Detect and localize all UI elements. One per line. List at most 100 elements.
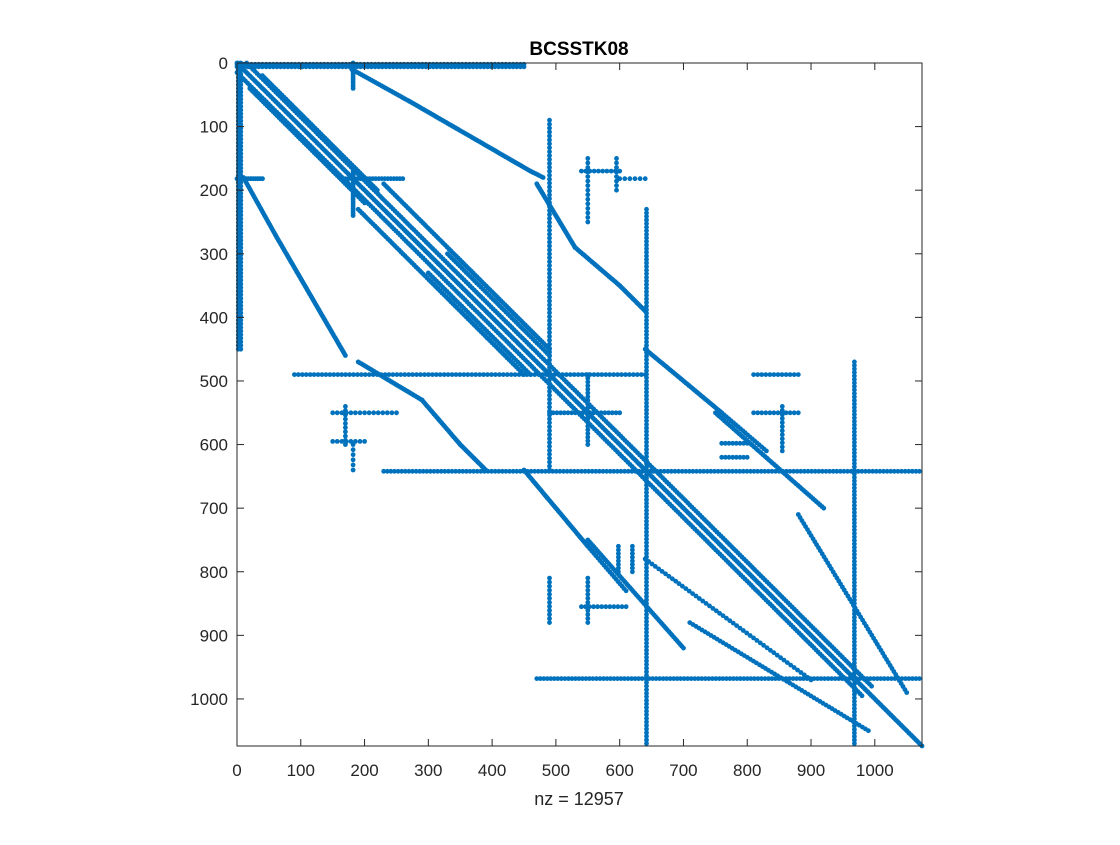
nonzero-marker [238, 306, 244, 312]
nonzero-marker [547, 455, 552, 461]
nonzero-marker [569, 676, 575, 681]
nonzero-marker [634, 372, 640, 377]
nonzero-marker [891, 468, 897, 474]
nonzero-marker [644, 282, 649, 287]
nonzero-marker [537, 676, 543, 681]
nonzero-marker [460, 468, 466, 474]
nonzero-marker [852, 377, 857, 382]
nonzero-marker [550, 468, 556, 474]
nonzero-marker [836, 676, 842, 681]
nonzero-marker [445, 64, 451, 70]
nonzero-marker [547, 400, 552, 406]
nonzero-marker [913, 676, 919, 681]
nonzero-marker [906, 676, 912, 681]
nonzero-marker [585, 401, 591, 407]
nonzero-marker [820, 468, 825, 474]
nonzero-marker [895, 468, 901, 474]
nonzero-marker [673, 578, 679, 584]
nonzero-marker [644, 368, 649, 373]
nonzero-marker [238, 335, 244, 341]
nonzero-marker [627, 176, 633, 182]
nonzero-marker [841, 468, 847, 474]
y-tick-label: 500 [200, 372, 228, 391]
nonzero-marker [602, 410, 608, 416]
nonzero-marker [678, 676, 684, 681]
nonzero-marker [745, 676, 750, 681]
nonzero-marker [303, 372, 309, 377]
nonzero-marker [585, 434, 591, 440]
nonzero-marker [547, 314, 552, 320]
nonzero-marker [702, 676, 708, 681]
nonzero-marker [740, 628, 746, 633]
nonzero-marker [445, 372, 451, 377]
nonzero-marker [547, 396, 552, 402]
nonzero-marker [613, 168, 618, 174]
nonzero-marker [585, 438, 591, 444]
nonzero-marker [644, 633, 649, 639]
nonzero-marker [256, 64, 262, 70]
nonzero-marker [764, 448, 769, 454]
nonzero-marker [616, 562, 621, 567]
nonzero-marker [795, 410, 801, 416]
nonzero-marker [547, 620, 552, 625]
nonzero-marker [238, 267, 244, 272]
nonzero-marker [611, 468, 617, 474]
nonzero-marker [614, 156, 619, 161]
nonzero-marker [330, 410, 336, 416]
nonzero-marker [719, 454, 725, 460]
nonzero-marker [644, 665, 649, 671]
nonzero-marker [797, 676, 803, 681]
nonzero-marker [547, 286, 552, 292]
nonzero-marker [910, 676, 915, 681]
nonzero-marker [852, 433, 857, 438]
nonzero-marker [710, 606, 716, 611]
nonzero-marker [343, 429, 348, 435]
nonzero-marker [637, 176, 643, 182]
nonzero-marker [643, 468, 649, 474]
nonzero-marker [643, 676, 648, 681]
nonzero-marker [616, 543, 621, 549]
nonzero-marker [238, 64, 244, 70]
nonzero-marker [644, 640, 649, 646]
nonzero-marker [762, 676, 768, 681]
nonzero-marker [773, 676, 778, 681]
nonzero-marker [763, 410, 769, 416]
nonzero-marker [644, 500, 649, 506]
nonzero-marker [441, 372, 447, 377]
nonzero-marker [622, 176, 628, 182]
x-tick-label: 400 [478, 761, 506, 780]
nonzero-marker [646, 676, 652, 681]
nonzero-marker [238, 140, 244, 146]
nonzero-marker [917, 676, 922, 681]
nonzero-marker [547, 290, 552, 296]
nonzero-marker [852, 398, 857, 403]
nonzero-marker [547, 600, 552, 605]
nonzero-marker [585, 442, 591, 447]
nonzero-marker [636, 676, 641, 681]
nonzero-marker [726, 454, 732, 460]
nonzero-marker [644, 325, 649, 330]
nonzero-marker [857, 676, 863, 681]
nonzero-marker [703, 601, 709, 606]
nonzero-marker [493, 372, 498, 377]
nonzero-marker [585, 620, 591, 625]
nonzero-marker [690, 591, 695, 596]
nonzero-marker [616, 554, 621, 560]
nonzero-marker [644, 694, 649, 700]
nonzero-marker [852, 447, 857, 452]
nonzero-marker [547, 463, 552, 469]
nonzero-marker [852, 587, 857, 592]
nonzero-marker [617, 176, 623, 182]
nonzero-marker [778, 655, 783, 661]
nonzero-marker [524, 372, 530, 377]
nonzero-marker [790, 676, 796, 681]
nonzero-marker [584, 410, 589, 416]
nonzero-marker [649, 561, 655, 567]
nonzero-marker [426, 372, 431, 377]
nonzero-marker [615, 468, 620, 474]
nonzero-marker [744, 630, 750, 636]
nonzero-marker [611, 372, 617, 377]
nonzero-marker [644, 515, 649, 520]
nonzero-marker [238, 310, 244, 316]
nonzero-marker [801, 676, 806, 681]
